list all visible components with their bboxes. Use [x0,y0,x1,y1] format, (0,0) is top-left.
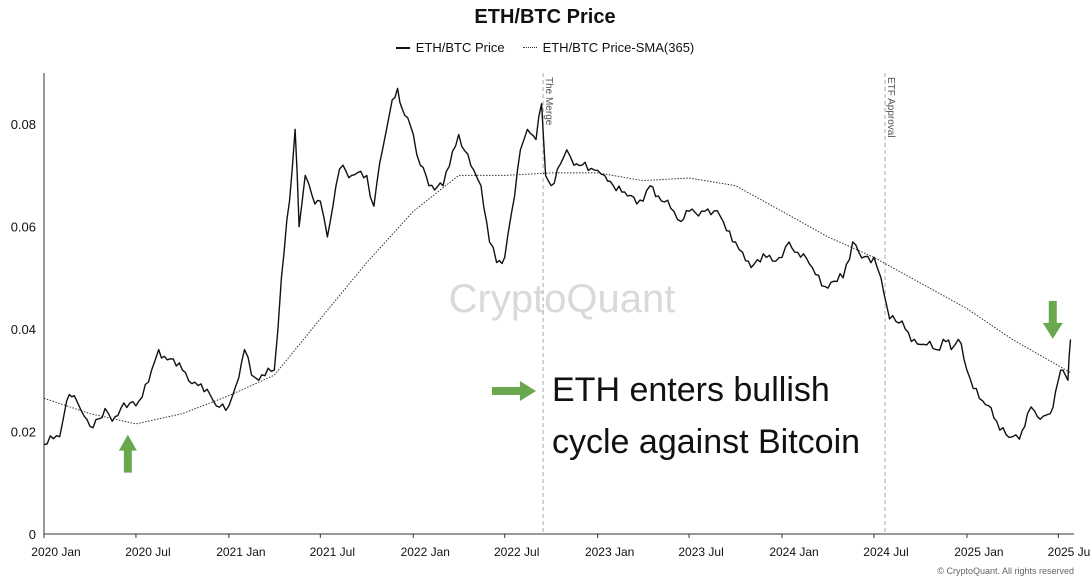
x-tick-label: 2022 Jul [494,545,539,559]
y-tick-label: 0.02 [11,425,36,440]
callout-line-1: ETH enters bullish [552,371,830,409]
legend: ETH/BTC Price ETH/BTC Price-SMA(365) [0,40,1090,55]
x-tick-label: 2021 Jul [310,545,355,559]
right-arrow-icon [492,381,536,401]
x-tick-label: 2025 Jan [954,545,1003,559]
x-tick-label: 2022 Jan [401,545,450,559]
up-arrow-icon [118,434,137,473]
legend-item-sma[interactable]: ETH/BTC Price-SMA(365) [522,40,695,55]
chart-title: ETH/BTC Price [474,6,616,28]
legend-swatch-dotted [522,47,537,48]
series-line-price [43,87,1072,446]
annotation-label: ETF Approval [885,77,896,138]
x-tick-label: 2021 Jan [216,545,265,559]
y-tick-label: 0.08 [11,117,36,132]
x-tick-label: 2020 Jul [125,545,170,559]
x-tick-label: 2024 Jul [863,545,908,559]
x-tick-label: 2025 Jul [1048,545,1090,559]
watermark: CryptoQuant [449,277,676,321]
down-arrow-icon [1042,300,1063,339]
y-tick-label: 0.06 [11,220,36,235]
callout-text: ETH enters bullish cycle against Bitcoin [552,364,860,468]
callout-line-2: cycle against Bitcoin [552,423,861,461]
legend-label-sma: ETH/BTC Price-SMA(365) [542,40,695,55]
y-tick-label: 0.04 [11,322,36,337]
footer-copyright: © CryptoQuant. All rights reserved [937,566,1074,576]
x-tick-label: 2020 Jan [31,545,80,559]
y-tick-label: 0 [29,527,36,542]
x-tick-label: 2024 Jan [769,545,818,559]
legend-item-price[interactable]: ETH/BTC Price [395,40,505,55]
legend-label-price: ETH/BTC Price [415,40,505,55]
x-tick-label: 2023 Jan [585,545,634,559]
legend-swatch-solid [395,46,410,49]
annotation-label: The Merge [543,77,554,126]
x-tick-label: 2023 Jul [678,545,723,559]
